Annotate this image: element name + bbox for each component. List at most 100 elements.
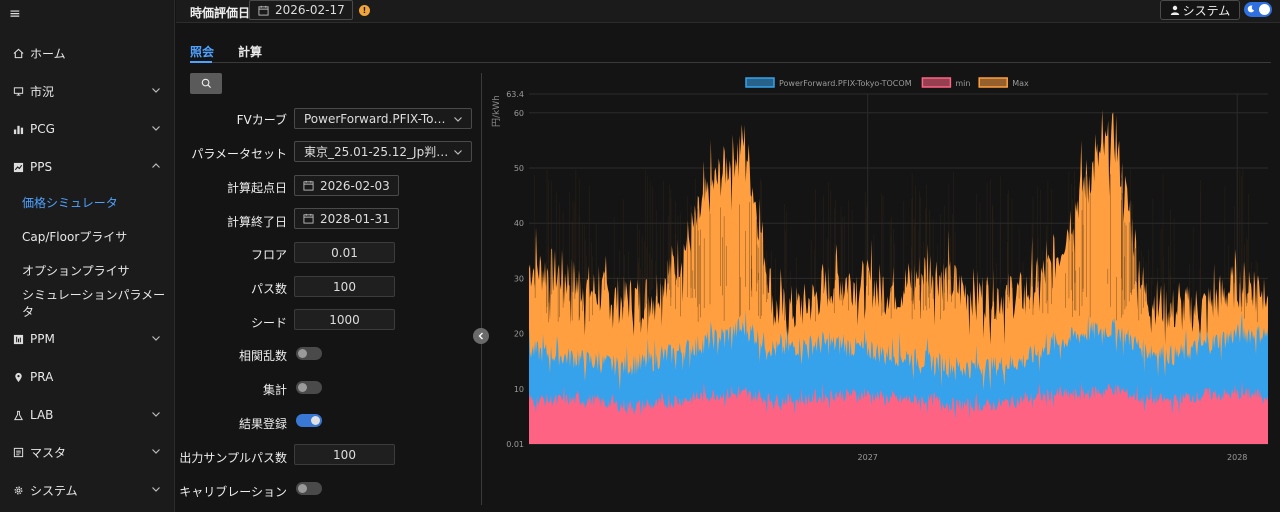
y-tick-label: 60	[514, 109, 524, 118]
calc-end-value: 2028-01-31	[320, 211, 390, 226]
sidebar-subitem-option-pricer[interactable]: オプションプライサ	[0, 256, 175, 284]
legend-swatch	[978, 77, 1008, 88]
paths-label: パス数	[250, 282, 287, 296]
correlated-random-label: 相関乱数	[238, 349, 287, 363]
toggle-knob	[298, 484, 307, 493]
x-tick-label: 2027	[858, 453, 878, 462]
area-series-min	[529, 380, 1268, 444]
y-tick-label: 30	[514, 274, 524, 283]
system-user-button[interactable]: システム	[1160, 0, 1240, 20]
valuation-date-value: 2026-02-17	[275, 3, 345, 17]
param-set-value: 東京_25.01-25.12_Jp判定3...	[304, 145, 452, 159]
search-icon	[201, 78, 211, 89]
legend-label: PowerForward.PFIX-Tokyo-TOCOM	[779, 79, 912, 88]
calibration-toggle[interactable]	[296, 482, 322, 495]
sidebar-item-lab[interactable]: LAB	[0, 400, 175, 430]
bar-chart-icon	[12, 123, 24, 135]
sidebar-item-ppm[interactable]: PPM	[0, 324, 175, 354]
x-tick-label: 2028	[1227, 453, 1247, 462]
calc-end-date-input[interactable]: 2028-01-31	[294, 208, 399, 229]
sidebar-item-label: PPM	[30, 332, 55, 346]
sidebar-item-market[interactable]: 市況	[0, 76, 175, 106]
register-result-toggle[interactable]	[296, 414, 322, 427]
theme-toggle[interactable]	[1244, 2, 1272, 17]
price-simulation-chart: 63.4 60 50 40 30 20 10 0.01 2027 2028 PowerForwa…	[491, 77, 1268, 462]
param-set-label: パラメータセット	[191, 147, 287, 161]
calendar-icon	[258, 5, 269, 16]
calc-end-label: 計算終了日	[226, 215, 287, 229]
sidebar-item-label: PCG	[30, 122, 55, 136]
sidebar-item-label: PPS	[30, 160, 53, 174]
active-tab-indicator	[190, 61, 212, 63]
fv-curve-label: FVカーブ	[236, 113, 287, 127]
sidebar-subitem-price-simulator[interactable]: 価格シミュレータ	[0, 188, 175, 216]
chevron-down-icon	[152, 88, 160, 93]
sidebar-subitem-cap-floor-pricer[interactable]: Cap/Floorプライサ	[0, 222, 175, 250]
paths-input[interactable]: 100	[294, 276, 395, 297]
floor-label: フロア	[250, 248, 287, 262]
calc-start-date-input[interactable]: 2026-02-03	[294, 175, 399, 196]
param-set-select[interactable]: 東京_25.01-25.12_Jp判定3...	[294, 141, 472, 162]
sidebar-item-master[interactable]: マスタ	[0, 437, 175, 467]
seed-input[interactable]: 1000	[294, 309, 395, 330]
calibration-label: キャリブレーション	[179, 485, 287, 499]
chevron-up-icon	[152, 163, 160, 168]
search-button[interactable]	[190, 73, 222, 94]
table-icon	[12, 446, 24, 458]
market-icon	[12, 85, 24, 97]
warning-icon[interactable]: !	[359, 5, 370, 16]
chevron-down-icon	[454, 150, 462, 155]
tab-calculation[interactable]: 計算	[238, 45, 263, 59]
sidebar-item-label: システム	[30, 483, 78, 498]
sidebar-subitem-label: 価格シミュレータ	[22, 195, 118, 210]
floor-input[interactable]: 0.01	[294, 242, 395, 263]
y-tick-label: 50	[514, 164, 524, 173]
toggle-knob	[298, 383, 307, 392]
output-sample-paths-label: 出力サンプルパス数	[179, 451, 287, 465]
column-icon	[12, 333, 24, 345]
sidebar-item-pcg[interactable]: PCG	[0, 114, 175, 144]
sidebar-item-label: マスタ	[30, 445, 67, 460]
sidebar-subitem-label: オプションプライサ	[22, 263, 130, 278]
home-icon	[12, 47, 24, 59]
chevron-down-icon	[152, 126, 160, 131]
calendar-icon	[303, 213, 314, 224]
toggle-knob	[311, 416, 320, 425]
sidebar-item-pra[interactable]: PRA	[0, 362, 175, 392]
calc-start-value: 2026-02-03	[320, 178, 390, 193]
sidebar-item-home[interactable]: ホーム	[0, 38, 175, 68]
chevron-down-icon	[152, 487, 160, 492]
menu-icon[interactable]: ≡	[9, 6, 21, 22]
chevron-down-icon	[152, 412, 160, 417]
line-chart-icon	[12, 161, 24, 173]
fv-curve-select[interactable]: PowerForward.PFIX-Tokyo-TOCOM	[294, 108, 472, 129]
chevron-down-icon	[454, 117, 462, 122]
aggregate-label: 集計	[262, 383, 287, 397]
output-sample-paths-input[interactable]: 100	[294, 444, 395, 465]
sidebar-item-system[interactable]: システム	[0, 475, 175, 505]
aggregate-toggle[interactable]	[296, 381, 322, 394]
y-tick-label: 63.4	[506, 90, 524, 99]
correlated-random-toggle[interactable]	[296, 347, 322, 360]
y-tick-label: 40	[514, 219, 524, 228]
register-result-label: 結果登録	[238, 417, 287, 431]
sidebar-item-label: PRA	[30, 370, 54, 384]
sidebar-subitem-simulation-parameters[interactable]: シミュレーションパラメータ	[0, 288, 175, 319]
pin-icon	[12, 371, 24, 383]
top-bar: 時価評価日 2026-02-17 ! システム	[176, 0, 1280, 23]
sidebar-item-label: LAB	[30, 408, 54, 422]
tab-inquiry[interactable]: 照会	[190, 45, 215, 59]
sidebar-item-pps[interactable]: PPS	[0, 152, 175, 182]
moon-icon	[1247, 5, 1255, 13]
y-axis-label: 円/kWh	[491, 95, 502, 127]
sidebar-subitem-label: シミュレーションパラメータ	[22, 288, 166, 319]
valuation-date-input[interactable]: 2026-02-17	[249, 0, 353, 20]
chevron-left-icon	[478, 332, 483, 340]
sidebar-subitem-label: Cap/Floorプライサ	[22, 229, 128, 244]
gear-icon	[12, 484, 24, 496]
collapse-panel-button[interactable]	[473, 328, 489, 344]
y-tick-label: 0.01	[506, 440, 524, 449]
toggle-knob	[298, 349, 307, 358]
sidebar: ≡ ホーム 市況 PCG PPS 価格シミュレータ Cap/Floorプライサ …	[0, 0, 175, 512]
flask-icon	[12, 409, 24, 421]
